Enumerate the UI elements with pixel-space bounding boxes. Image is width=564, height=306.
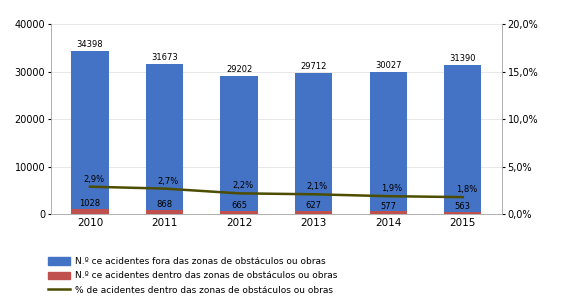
- Bar: [221, 211, 258, 214]
- Text: 31673: 31673: [151, 53, 178, 62]
- Text: 31390: 31390: [450, 54, 476, 63]
- Bar: [295, 211, 332, 214]
- Bar: [146, 64, 183, 214]
- Text: 2,9%: 2,9%: [83, 175, 104, 184]
- Bar: [369, 211, 407, 214]
- Legend: N.º ce acidentes fora das zonas de obstáculos ou obras, N.º ce acidentes dentro : N.º ce acidentes fora das zonas de obstá…: [44, 253, 341, 298]
- Text: 868: 868: [156, 200, 173, 209]
- Text: 34398: 34398: [77, 40, 103, 49]
- Bar: [146, 210, 183, 214]
- Text: 2,1%: 2,1%: [307, 182, 328, 192]
- Text: 1,8%: 1,8%: [456, 185, 477, 194]
- Bar: [369, 72, 407, 214]
- Text: 563: 563: [455, 202, 471, 211]
- Text: 1,9%: 1,9%: [381, 184, 403, 193]
- Text: 665: 665: [231, 201, 247, 210]
- Text: 29712: 29712: [301, 62, 327, 71]
- Bar: [444, 211, 482, 214]
- Text: 2,7%: 2,7%: [157, 177, 179, 186]
- Text: 29202: 29202: [226, 65, 252, 74]
- Text: 2,2%: 2,2%: [232, 181, 253, 190]
- Bar: [71, 209, 108, 214]
- Bar: [295, 73, 332, 214]
- Text: 1028: 1028: [80, 200, 100, 208]
- Text: 577: 577: [380, 202, 396, 211]
- Bar: [71, 51, 108, 214]
- Bar: [444, 65, 482, 214]
- Text: 30027: 30027: [375, 61, 402, 70]
- Text: 627: 627: [306, 201, 321, 210]
- Bar: [221, 76, 258, 214]
